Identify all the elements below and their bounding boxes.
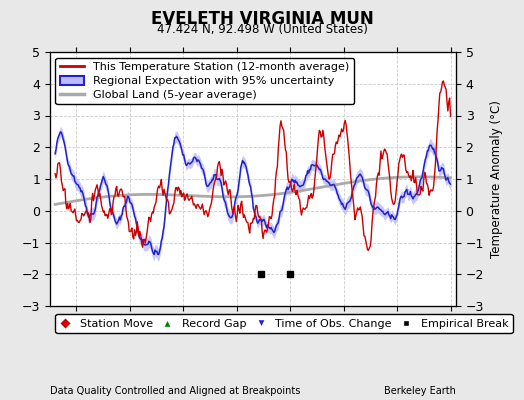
Y-axis label: Temperature Anomaly (°C): Temperature Anomaly (°C) <box>489 100 503 258</box>
Legend: Station Move, Record Gap, Time of Obs. Change, Empirical Break: Station Move, Record Gap, Time of Obs. C… <box>56 314 512 333</box>
Text: Berkeley Earth: Berkeley Earth <box>384 386 456 396</box>
Text: 47.424 N, 92.498 W (United States): 47.424 N, 92.498 W (United States) <box>157 23 367 36</box>
Text: EVELETH VIRGINIA MUN: EVELETH VIRGINIA MUN <box>150 10 374 28</box>
Text: Data Quality Controlled and Aligned at Breakpoints: Data Quality Controlled and Aligned at B… <box>50 386 300 396</box>
